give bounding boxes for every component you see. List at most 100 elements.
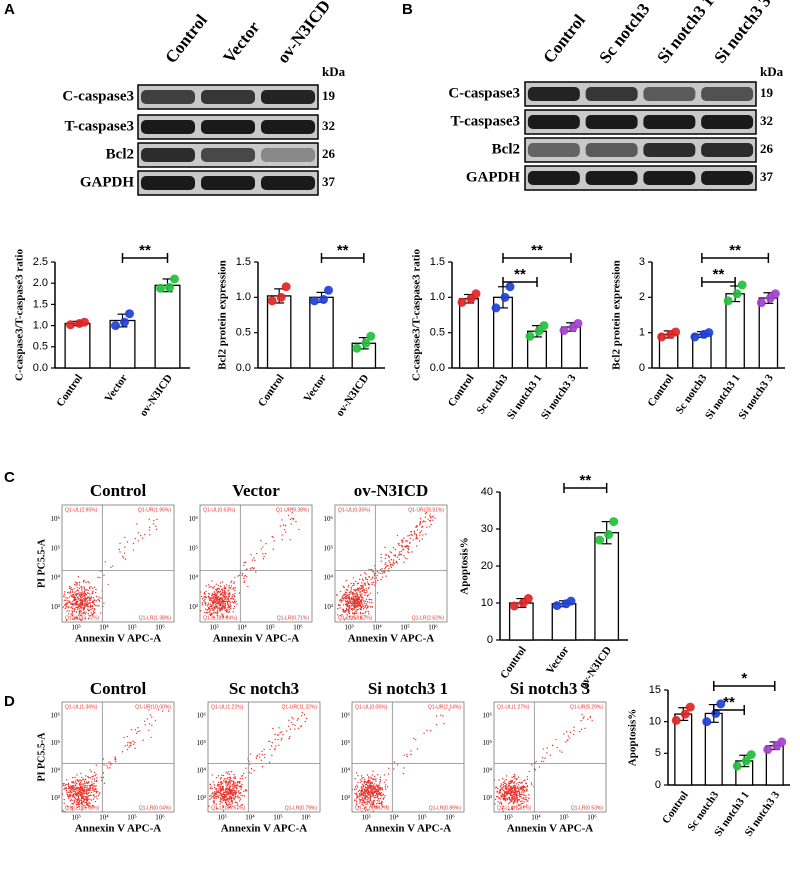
flow-dot (228, 806, 231, 809)
flow-dot (363, 790, 366, 792)
flow-dot (221, 613, 223, 615)
flow-dot (378, 797, 380, 800)
flow-dot (69, 800, 72, 802)
flow-dot (92, 596, 95, 599)
flow-x-tick: 10⁴ (531, 814, 541, 822)
flow-dot (511, 797, 513, 799)
flow-dot (210, 786, 212, 788)
flow-dot (226, 608, 228, 611)
flow-dot (360, 618, 362, 620)
data-point (770, 289, 780, 299)
flow-dot (273, 540, 275, 542)
flow-dot (144, 724, 146, 726)
significance-label: ** (723, 694, 735, 711)
flow-dot (410, 750, 412, 752)
flow-dot (231, 785, 233, 787)
flow-dot (568, 737, 571, 739)
flow-dot (367, 779, 370, 782)
flow-dot (258, 756, 261, 758)
flow-dot (515, 797, 517, 799)
flow-dot (74, 609, 76, 611)
quadrant-label: Q1-LL(93.72%) (65, 615, 100, 621)
flow-dot (73, 796, 76, 799)
flow-dot (346, 603, 349, 606)
flow-dot (247, 585, 249, 588)
flow-dot (528, 770, 531, 773)
flow-dot (227, 597, 230, 600)
kda-label: 37 (322, 174, 336, 189)
flow-dot (264, 753, 266, 756)
flow-dot (502, 810, 504, 812)
flow-dot (84, 589, 87, 591)
flow-dot (235, 786, 238, 789)
flow-dot (528, 794, 530, 796)
flow-dot (376, 795, 379, 798)
flow-dot (364, 783, 367, 786)
flow-dot (245, 767, 247, 769)
flow-dot (367, 809, 369, 811)
flow-dot (79, 787, 82, 790)
flow-dot (362, 612, 364, 615)
data-point (680, 709, 690, 719)
flow-dot (110, 764, 112, 766)
flow-dot (298, 528, 300, 531)
flow-dot (300, 725, 302, 728)
flow-dot (347, 586, 349, 588)
flow-dot (207, 611, 209, 614)
flow-dot (527, 800, 529, 802)
flow-dot (151, 716, 153, 718)
flow-dot (354, 596, 357, 599)
flow-dot (345, 602, 347, 605)
flow-dot (235, 790, 237, 792)
flow-dot (211, 597, 214, 599)
flow-dot (228, 608, 231, 611)
y-tick-label: 0.0 (430, 362, 445, 374)
flow-dot (280, 731, 283, 733)
flow-dot (260, 548, 263, 550)
flow-dot (233, 785, 236, 787)
flow-dot (86, 803, 89, 806)
flow-dot (71, 789, 73, 792)
flow-dot (352, 599, 354, 601)
x-tick-label: Control (660, 789, 691, 826)
flow-dot (99, 792, 101, 794)
flow-dot (95, 791, 98, 794)
flow-dot (229, 779, 231, 782)
flow-dot (339, 590, 342, 593)
y-tick-label: 1.0 (430, 291, 445, 303)
flow-dot (207, 597, 210, 599)
flow-dot (225, 598, 227, 600)
flow-dot (224, 789, 227, 791)
flow-dot (503, 796, 506, 798)
flow-dot (402, 540, 404, 542)
flow-dot (144, 533, 146, 536)
flow-dot (140, 534, 142, 537)
flow-dot (95, 780, 98, 782)
flow-dot (77, 596, 79, 598)
flow-dot (372, 810, 375, 812)
flow-dot (509, 782, 511, 785)
flow-dot (353, 605, 355, 607)
flow-dot (362, 598, 364, 600)
flow-dot (364, 615, 366, 617)
flow-dot (63, 783, 65, 785)
flow-x-tick: 10⁴ (237, 624, 247, 632)
flow-dot (260, 539, 262, 542)
flow-dot (526, 776, 528, 778)
data-point (539, 321, 549, 331)
flow-dot (219, 803, 221, 805)
flow-dot (215, 589, 218, 592)
flow-dot (262, 558, 265, 560)
flow-dot (148, 526, 151, 529)
flow-dot (358, 587, 361, 589)
flow-dot (345, 579, 347, 582)
flow-dot (514, 785, 517, 787)
flow-dot (81, 593, 83, 596)
flow-dot (204, 608, 207, 610)
x-tick-label: Control (498, 644, 529, 681)
flow-dot (443, 723, 445, 725)
flow-dot (71, 799, 73, 802)
flow-dot (87, 596, 89, 598)
flow-dot (234, 587, 236, 589)
flow-dot (272, 727, 274, 730)
